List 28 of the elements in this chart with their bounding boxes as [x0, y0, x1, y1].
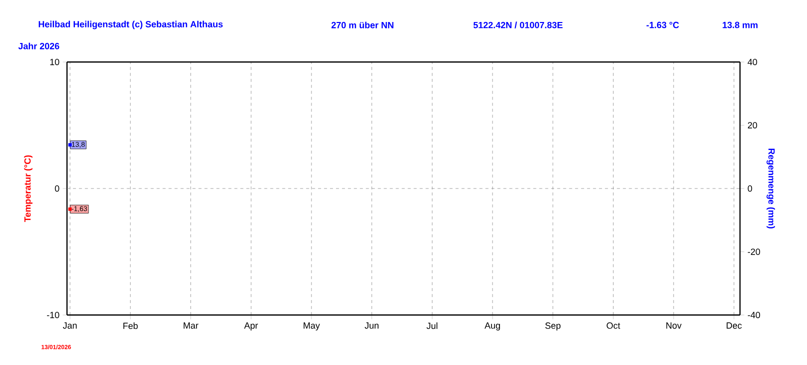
- chart-title: Heilbad Heiligenstadt (c) Sebastian Althaus: [38, 20, 223, 30]
- y-axis-title: Temperatur (°C): [24, 155, 32, 222]
- text: -1.63 °C: [646, 22, 679, 28]
- y2-tick-label: 40: [748, 58, 758, 66]
- x-tick-label: Oct: [606, 322, 620, 329]
- x-tick-label: Mar: [184, 322, 198, 329]
- x-tick-label: Aug: [484, 322, 500, 330]
- y2-tick-label: -40: [748, 312, 760, 318]
- text: 5122.42N / 01007.83E: [473, 22, 563, 28]
- y-tick-label: -10: [47, 312, 60, 318]
- x-tick-label: Sep: [545, 322, 560, 331]
- x-tick-label: Nov: [666, 322, 682, 329]
- y2-tick-label: 20: [748, 122, 758, 128]
- y2-tick-label: 0: [748, 185, 752, 192]
- x-tick-label: Feb: [123, 322, 138, 330]
- y2-axis-title: Regenmenge (mm): [766, 148, 775, 228]
- y-tick-label: 0: [54, 185, 60, 192]
- y2-tick-label: -20: [748, 248, 760, 255]
- y-tick-label: 10: [50, 58, 60, 66]
- text: 13.8 mm: [722, 22, 758, 28]
- text: 270 m über NN: [332, 22, 394, 28]
- x-tick-label: May: [304, 322, 320, 330]
- x-tick-label: Jan: [62, 322, 77, 329]
- x-tick-label: Apr: [244, 322, 258, 330]
- chart-subtitle: Jahr 2026: [18, 42, 60, 50]
- x-tick-label: Jul: [426, 322, 438, 330]
- x-tick-label: Dec: [726, 322, 742, 329]
- x-tick-label: Jun: [364, 322, 378, 329]
